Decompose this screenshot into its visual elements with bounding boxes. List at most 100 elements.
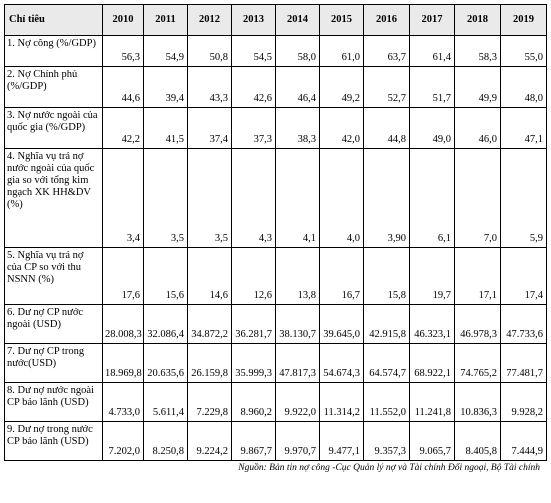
cell-value: 64.574,7 bbox=[363, 343, 410, 383]
header-year: 2013 bbox=[231, 4, 276, 36]
cell-value: 42,2 bbox=[102, 107, 144, 149]
cell-value: 32.086,4 bbox=[143, 304, 188, 344]
cell-value: 3,90 bbox=[363, 148, 410, 248]
cell-value: 46.978,3 bbox=[454, 304, 501, 344]
cell-value: 9.357,3 bbox=[363, 421, 410, 461]
cell-value: 9.970,7 bbox=[275, 421, 320, 461]
header-row: Chỉ tiêu 2010 2011 2012 2013 2014 2015 2016 2017… bbox=[4, 4, 547, 36]
header-year: 2016 bbox=[363, 4, 410, 36]
cell-value: 9.065,7 bbox=[409, 421, 455, 461]
cell-value: 49,0 bbox=[409, 107, 455, 149]
cell-value: 11.314,2 bbox=[319, 382, 364, 422]
cell-value: 8.405,8 bbox=[454, 421, 501, 461]
cell-value: 51,7 bbox=[409, 66, 455, 108]
row-label: 6. Dư nợ CP nước ngoài (USD) bbox=[4, 304, 103, 344]
cell-value: 77.481,7 bbox=[500, 343, 547, 383]
cell-value: 4,3 bbox=[231, 148, 276, 248]
header-year: 2018 bbox=[454, 4, 501, 36]
cell-value: 11.552,0 bbox=[363, 382, 410, 422]
cell-value: 9.922,0 bbox=[275, 382, 320, 422]
cell-value: 13,8 bbox=[275, 247, 320, 305]
header-year: 2015 bbox=[319, 4, 364, 36]
cell-value: 7.229,8 bbox=[187, 382, 232, 422]
table-row: 1. Nợ công (%/GDP) 56,3 54,9 50,8 54,5 58,0 61… bbox=[4, 35, 547, 67]
cell-value: 61,0 bbox=[319, 35, 364, 67]
cell-value: 47.817,3 bbox=[275, 343, 320, 383]
cell-value: 15,8 bbox=[363, 247, 410, 305]
cell-value: 44,6 bbox=[102, 66, 144, 108]
table-body: 1. Nợ công (%/GDP) 56,3 54,9 50,8 54,5 58,0 61… bbox=[4, 35, 547, 461]
cell-value: 9.928,2 bbox=[500, 382, 547, 422]
table-row: 3. Nợ nước ngoài của quốc gia (%/GDP) 42,… bbox=[4, 107, 547, 149]
cell-value: 38,3 bbox=[275, 107, 320, 149]
row-label: 1. Nợ công (%/GDP) bbox=[4, 35, 103, 67]
header-year: 2017 bbox=[409, 4, 455, 36]
row-label: 5. Nghĩa vụ trả nợ của CP so với thu NSN… bbox=[4, 247, 103, 305]
cell-value: 9.477,1 bbox=[319, 421, 364, 461]
cell-value: 54,5 bbox=[231, 35, 276, 67]
cell-value: 41,5 bbox=[143, 107, 188, 149]
cell-value: 46,0 bbox=[454, 107, 501, 149]
table-row: 9. Dư nợ trong nước CP bảo lãnh (USD) 7.2… bbox=[4, 421, 547, 461]
cell-value: 10.836,3 bbox=[454, 382, 501, 422]
cell-value: 5,9 bbox=[500, 148, 547, 248]
cell-value: 12,6 bbox=[231, 247, 276, 305]
cell-value: 17,1 bbox=[454, 247, 501, 305]
row-label: 7. Dư nợ CP trong nước(USD) bbox=[4, 343, 103, 383]
cell-value: 11.241,8 bbox=[409, 382, 455, 422]
cell-value: 17,4 bbox=[500, 247, 547, 305]
cell-value: 39,4 bbox=[143, 66, 188, 108]
cell-value: 16,7 bbox=[319, 247, 364, 305]
cell-value: 68.922,1 bbox=[409, 343, 455, 383]
row-label: 2. Nợ Chính phủ (%/GDP) bbox=[4, 66, 103, 108]
cell-value: 26.159,8 bbox=[187, 343, 232, 383]
cell-value: 3,4 bbox=[102, 148, 144, 248]
cell-value: 19,7 bbox=[409, 247, 455, 305]
cell-value: 4,1 bbox=[275, 148, 320, 248]
header-year: 2010 bbox=[102, 4, 144, 36]
row-label: 4. Nghĩa vụ trả nợ nước ngoài của quốc g… bbox=[4, 148, 103, 248]
header-label: Chỉ tiêu bbox=[4, 4, 103, 36]
cell-value: 61,4 bbox=[409, 35, 455, 67]
cell-value: 47.733,6 bbox=[500, 304, 547, 344]
cell-value: 42,6 bbox=[231, 66, 276, 108]
table-row: 5. Nghĩa vụ trả nợ của CP so với thu NSN… bbox=[4, 247, 547, 305]
cell-value: 3,5 bbox=[187, 148, 232, 248]
source-note: Nguồn: Bản tin nợ công -Cục Quản lý nợ v… bbox=[238, 463, 540, 473]
cell-value: 8.250,8 bbox=[143, 421, 188, 461]
cell-value: 55,0 bbox=[500, 35, 547, 67]
cell-value: 5.611,4 bbox=[143, 382, 188, 422]
cell-value: 3,5 bbox=[143, 148, 188, 248]
cell-value: 4.733,0 bbox=[102, 382, 144, 422]
cell-value: 35.999,3 bbox=[231, 343, 276, 383]
header-year: 2012 bbox=[187, 4, 232, 36]
header-year: 2019 bbox=[500, 4, 547, 36]
table-row: 7. Dư nợ CP trong nước(USD) 18.969,8 20.63… bbox=[4, 343, 547, 383]
cell-value: 42.915,8 bbox=[363, 304, 410, 344]
cell-value: 7,0 bbox=[454, 148, 501, 248]
cell-value: 14,6 bbox=[187, 247, 232, 305]
row-label: 8. Dư nợ nước ngoài CP bảo lãnh (USD) bbox=[4, 382, 103, 422]
cell-value: 47,1 bbox=[500, 107, 547, 149]
cell-value: 54.674,3 bbox=[319, 343, 364, 383]
cell-value: 50,8 bbox=[187, 35, 232, 67]
cell-value: 46,4 bbox=[275, 66, 320, 108]
cell-value: 52,7 bbox=[363, 66, 410, 108]
table-row: 2. Nợ Chính phủ (%/GDP) 44,6 39,4 43,3 42,6 4… bbox=[4, 66, 547, 108]
cell-value: 6,1 bbox=[409, 148, 455, 248]
cell-value: 17,6 bbox=[102, 247, 144, 305]
cell-value: 7.202,0 bbox=[102, 421, 144, 461]
cell-value: 9.867,7 bbox=[231, 421, 276, 461]
cell-value: 49,9 bbox=[454, 66, 501, 108]
cell-value: 43,3 bbox=[187, 66, 232, 108]
cell-value: 18.969,8 bbox=[102, 343, 144, 383]
row-label: 3. Nợ nước ngoài của quốc gia (%/GDP) bbox=[4, 107, 103, 149]
cell-value: 46.323,1 bbox=[409, 304, 455, 344]
cell-value: 44,8 bbox=[363, 107, 410, 149]
table-row: 4. Nghĩa vụ trả nợ nước ngoài của quốc g… bbox=[4, 148, 547, 248]
cell-value: 58,3 bbox=[454, 35, 501, 67]
table-row: 6. Dư nợ CP nước ngoài (USD) 28.008,3 32.0… bbox=[4, 304, 547, 344]
cell-value: 74.765,2 bbox=[454, 343, 501, 383]
cell-value: 37,3 bbox=[231, 107, 276, 149]
cell-value: 34.872,2 bbox=[187, 304, 232, 344]
